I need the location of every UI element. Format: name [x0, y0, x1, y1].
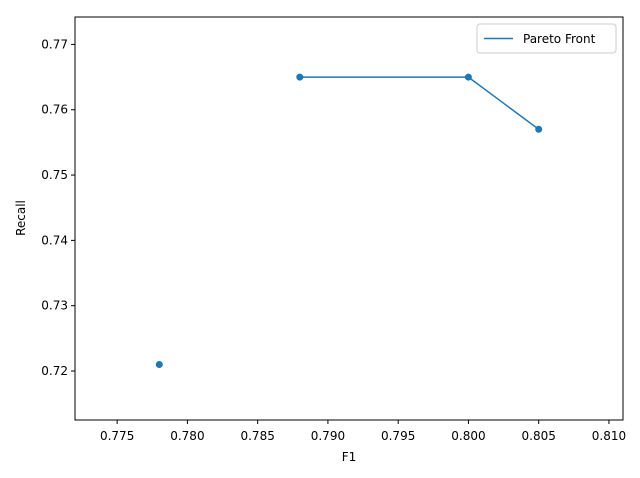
legend-label-pareto-front: Pareto Front [523, 32, 596, 46]
x-tick-label: 0.780 [170, 429, 204, 443]
y-axis-label: Recall [14, 200, 28, 236]
x-tick-label: 0.790 [311, 429, 345, 443]
x-tick-label: 0.775 [100, 429, 134, 443]
y-tick-label: 0.77 [41, 37, 68, 51]
x-tick-label: 0.810 [592, 429, 626, 443]
scatter-point [155, 361, 163, 368]
legend: Pareto Front [476, 23, 617, 54]
y-tick-label: 0.75 [41, 168, 68, 182]
scatter-point [296, 73, 304, 81]
plot-background [75, 17, 623, 420]
y-tick-label: 0.76 [41, 103, 68, 117]
x-tick-label: 0.800 [451, 429, 485, 443]
x-tick-label: 0.795 [381, 429, 415, 443]
data-marks [155, 73, 543, 368]
x-tick-label: 0.805 [522, 429, 556, 443]
scatter-point [464, 73, 472, 81]
legend-box [476, 23, 617, 54]
x-axis-label: F1 [342, 450, 357, 464]
y-tick-label: 0.74 [41, 233, 68, 247]
y-tick-label: 0.73 [41, 299, 68, 313]
scatter-point [535, 125, 543, 133]
plot-frame [74, 16, 624, 421]
y-tick-label: 0.72 [41, 364, 68, 378]
y-axis-ticks: 0.72 0.73 0.74 0.75 0.76 0.77 [41, 37, 75, 378]
x-axis-ticks: 0.775 0.780 0.785 0.790 0.795 0.800 0.805 0.810 [100, 420, 626, 443]
x-tick-label: 0.785 [240, 429, 274, 443]
